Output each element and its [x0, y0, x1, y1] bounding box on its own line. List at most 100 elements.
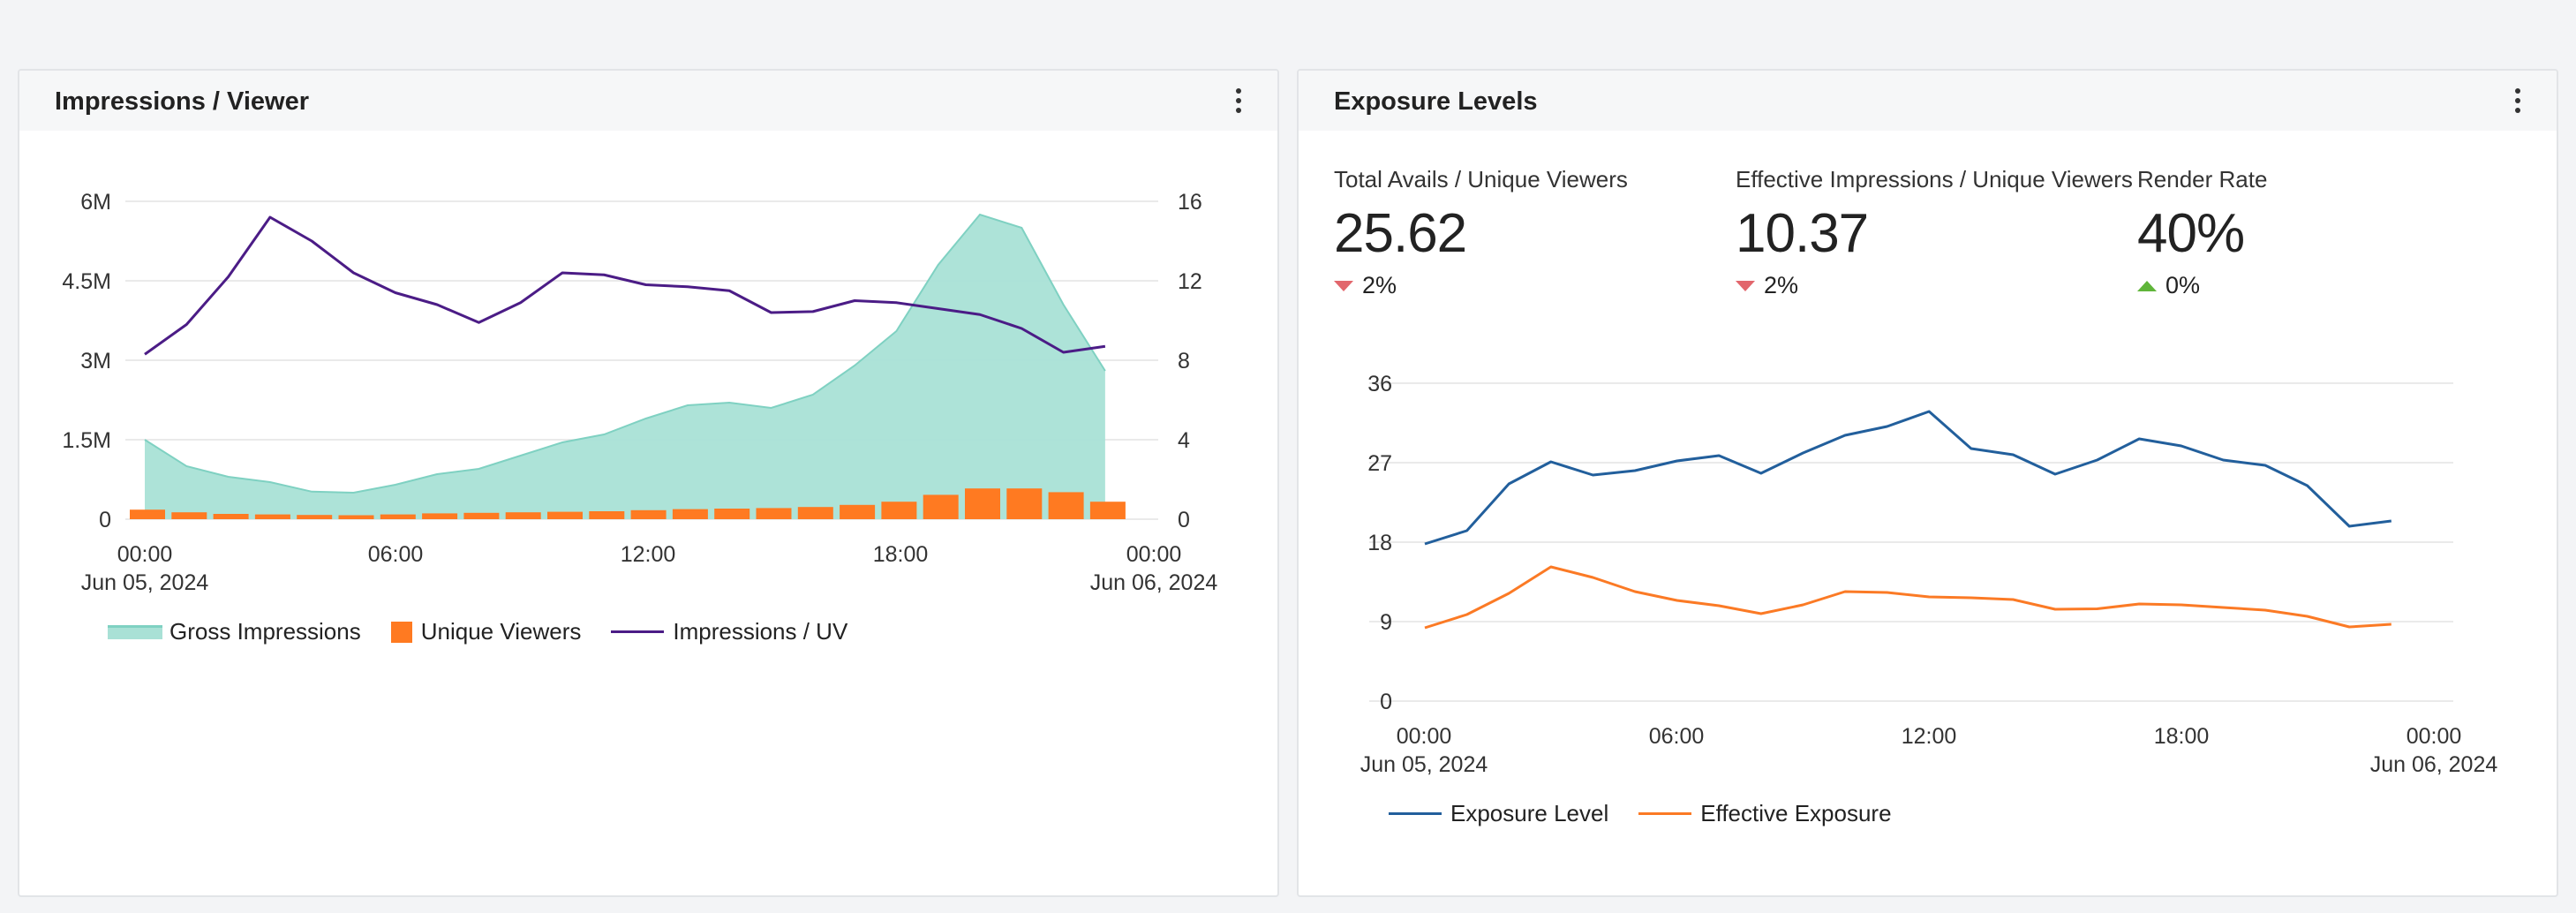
- unique-viewers-bar: [380, 514, 416, 519]
- y-tick-label: 18: [1367, 531, 1392, 555]
- kpi-label: Total Avails / Unique Viewers: [1334, 166, 1628, 192]
- unique-viewers-bar: [1006, 488, 1043, 519]
- x-tick-label: 06:00: [1649, 724, 1705, 749]
- x-tick-label: 18:00: [873, 542, 929, 567]
- panel-title: Exposure Levels: [1334, 87, 1538, 116]
- unique-viewers-bar: [714, 509, 750, 519]
- y-left-tick-label: 3M: [80, 349, 111, 374]
- impressions-uv-line: [144, 215, 1106, 356]
- unique-viewers-bar: [923, 494, 959, 519]
- exposure-levels-chart: 0 9 18 27 36 00:00 Jun 05, 2024 06:00 12:00 18:00…: [1360, 372, 2498, 777]
- x-tick-label: 12:00: [1902, 724, 1957, 749]
- unique-viewers-bar: [338, 515, 374, 519]
- chart-legend: Exposure Level Effective Exposure: [1389, 800, 1922, 827]
- unique-viewers-bar: [1048, 492, 1084, 519]
- x-tick-date-label: Jun 05, 2024: [81, 570, 209, 595]
- kpi-delta-value: 0%: [2165, 272, 2201, 298]
- legend-label: Exposure Level: [1450, 800, 1609, 826]
- y-left-tick-label: 0: [99, 508, 111, 532]
- unique-viewers-bar: [672, 509, 708, 519]
- y-right-tick-label: 8: [1178, 349, 1190, 374]
- x-tick-date-label: Jun 06, 2024: [1090, 570, 1218, 595]
- kpi-label: Render Rate: [2137, 166, 2268, 192]
- unique-viewers-bar: [422, 513, 458, 519]
- unique-viewers-bar: [965, 488, 1000, 519]
- kpi-value: 25.62: [1334, 203, 1467, 264]
- x-tick-label: 06:00: [368, 542, 424, 567]
- x-tick-label: 00:00: [2407, 724, 2462, 749]
- unique-viewers-bar: [630, 509, 667, 519]
- y-tick-label: 36: [1367, 372, 1392, 396]
- unique-viewers-bar: [840, 504, 876, 519]
- chart-legend: Gross Impressions Unique Viewers Impress…: [108, 618, 877, 645]
- x-tick-label: 12:00: [621, 542, 676, 567]
- kpi-delta: 0%: [2137, 272, 2267, 299]
- y-right-tick-label: 16: [1178, 190, 1202, 215]
- x-tick-label: 00:00: [1397, 724, 1452, 749]
- y-right-tick-label: 4: [1178, 428, 1190, 453]
- y-tick-label: 27: [1367, 451, 1392, 476]
- legend-swatch-bar: [390, 621, 412, 643]
- trend-down-icon: [1736, 280, 1755, 291]
- x-tick-label: 18:00: [2154, 724, 2210, 749]
- legend-swatch-area: [108, 624, 162, 639]
- exposure-levels-panel: Exposure Levels Total Avails / Unique Vi…: [1297, 69, 2558, 897]
- unique-viewers-bar: [463, 512, 500, 519]
- x-tick-date-label: Jun 05, 2024: [1360, 752, 1488, 777]
- unique-viewers-bar: [547, 511, 583, 519]
- kpi-value: 40%: [2137, 203, 2245, 264]
- unique-viewers-bar: [797, 507, 833, 519]
- kpi-delta: 2%: [1736, 272, 2133, 299]
- x-tick-label: 00:00: [1126, 542, 1182, 567]
- y-right-tick-label: 0: [1178, 508, 1190, 532]
- panel-title: Impressions / Viewer: [55, 87, 309, 116]
- unique-viewers-bar: [297, 515, 333, 519]
- panel-header: Impressions / Viewer: [19, 71, 1277, 131]
- unique-viewers-bar: [171, 512, 207, 519]
- unique-viewers-bar: [254, 514, 290, 519]
- legend-item-gross-impressions[interactable]: Gross Impressions: [108, 618, 361, 645]
- gross-impressions-area: [145, 215, 1105, 519]
- more-options-icon[interactable]: [2514, 88, 2521, 115]
- legend-item-exposure-level[interactable]: Exposure Level: [1389, 800, 1608, 827]
- kpi-delta: 2%: [1334, 272, 1628, 299]
- effective-exposure-line: [1424, 565, 2391, 630]
- gross-impressions-outline: [144, 213, 1106, 494]
- legend-item-unique-viewers[interactable]: Unique Viewers: [390, 618, 582, 645]
- unique-viewers-bar: [589, 511, 625, 519]
- x-tick-date-label: Jun 06, 2024: [2370, 752, 2498, 777]
- unique-viewers-bar: [505, 512, 541, 519]
- legend-swatch-line: [1389, 812, 1442, 815]
- kpi-effective-impressions: Effective Impressions / Unique Viewers 1…: [1736, 166, 2133, 299]
- y-left-tick-label: 6M: [80, 190, 111, 215]
- legend-label: Unique Viewers: [420, 618, 582, 645]
- kpi-delta-value: 2%: [1764, 272, 1799, 298]
- legend-label: Impressions / UV: [673, 618, 848, 645]
- legend-swatch-line: [611, 630, 665, 633]
- legend-label: Effective Exposure: [1700, 800, 1892, 826]
- unique-viewers-bar: [1089, 502, 1126, 519]
- y-left-tick-label: 4.5M: [62, 269, 111, 294]
- trend-up-icon: [2137, 280, 2157, 291]
- unique-viewers-bar: [756, 508, 792, 519]
- y-right-tick-label: 12: [1178, 269, 1202, 294]
- kpi-value: 10.37: [1736, 203, 1869, 264]
- unique-viewers-bar: [881, 502, 917, 519]
- x-tick-label: 00:00: [117, 542, 173, 567]
- impressions-viewer-chart: 0 1.5M 3M 4.5M 6M 0 4 8 12 16 00:00 Jun 05, 2024 06:…: [62, 190, 1218, 595]
- trend-down-icon: [1334, 280, 1353, 291]
- y-tick-label: 9: [1380, 610, 1392, 635]
- legend-label: Gross Impressions: [169, 618, 361, 645]
- kpi-total-avails: Total Avails / Unique Viewers 25.62 2%: [1334, 166, 1628, 299]
- legend-swatch-line: [1638, 812, 1692, 815]
- exposure-level-line: [1424, 410, 2391, 546]
- y-left-tick-label: 1.5M: [62, 428, 111, 453]
- kpi-label: Effective Impressions / Unique Viewers: [1736, 166, 2133, 192]
- y-tick-label: 0: [1380, 690, 1392, 714]
- more-options-icon[interactable]: [1235, 88, 1242, 115]
- legend-item-impressions-uv[interactable]: Impressions / UV: [611, 618, 847, 645]
- panel-header: Exposure Levels: [1299, 71, 2557, 131]
- kpi-render-rate: Render Rate 40% 0%: [2137, 166, 2267, 299]
- unique-viewers-bar: [130, 509, 165, 519]
- legend-item-effective-exposure[interactable]: Effective Exposure: [1638, 800, 1892, 827]
